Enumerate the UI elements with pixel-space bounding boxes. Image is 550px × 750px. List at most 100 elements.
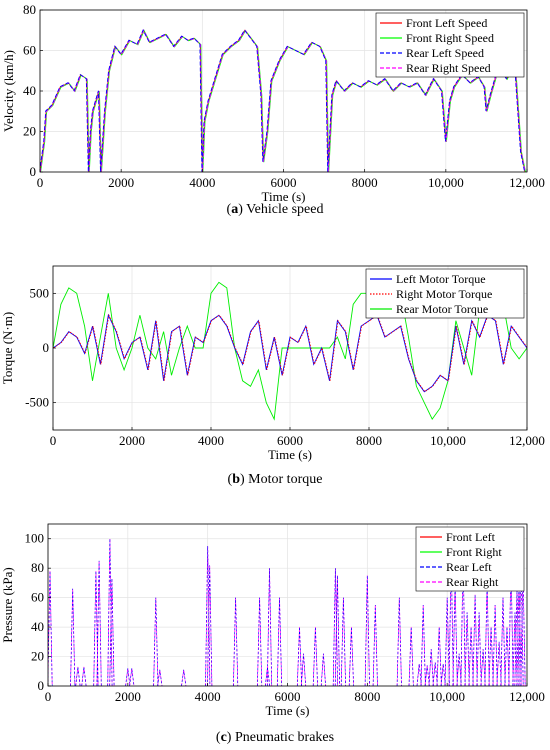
legend-box (375, 12, 525, 78)
pressure-spike (348, 627, 354, 686)
pressure-spike (233, 597, 239, 686)
pressure-spike (428, 649, 434, 686)
y-tick-label: 0 (43, 340, 50, 355)
legend-entry: Front Left (446, 530, 496, 544)
x-tick-label: 4000 (198, 433, 224, 448)
x-tick-label: 10,000 (430, 433, 466, 448)
caption-letter: c (221, 730, 227, 745)
series-line-2 (40, 29, 526, 172)
pressure-spike (396, 597, 402, 686)
x-axis-label: Time (s) (262, 189, 306, 204)
pressure-spike (296, 627, 303, 686)
chart-a: 0 2000 4000 6000 8000 10,000 12,000 0 20 40 60 80 Ti… (1, 2, 545, 217)
y-tick-label: 0 (38, 678, 45, 693)
pressure-spike (480, 649, 486, 686)
panel-caption: (a) Vehicle speed (227, 202, 324, 217)
plot-area (53, 281, 527, 421)
y-tick-label: 500 (30, 285, 50, 300)
y-tick-label: -500 (25, 395, 49, 410)
pressure-spike (436, 627, 442, 686)
pressure-spike (257, 597, 263, 686)
y-axis-label: Velocity (km/h) (1, 50, 16, 132)
x-tick-label: 8000 (356, 433, 382, 448)
x-tick-label: 12,000 (509, 433, 545, 448)
legend-entry: Left Motor Torque (396, 272, 486, 286)
x-tick-label: 10,000 (429, 689, 465, 704)
y-tick-label: 60 (31, 590, 44, 605)
x-tick-label: 8000 (354, 689, 380, 704)
pressure-spike (420, 604, 426, 686)
series-line-3 (40, 29, 526, 172)
pressure-spike (408, 627, 414, 686)
pressure-spike (428, 649, 434, 686)
chart-c: 0 2000 4000 6000 8000 10,000 12,000 0 20 40 60 80 10… (0, 523, 545, 745)
pressure-spike (267, 568, 272, 686)
pressure-spike (205, 546, 211, 686)
pressure-spike (96, 560, 102, 686)
chart-b: 0 2000 4000 6000 8000 10,000 12,000 -500 0 500 Tim… (0, 265, 545, 487)
pressure-spike (320, 653, 326, 686)
x-tick-label: 12,000 (509, 689, 545, 704)
x-tick-label: 6000 (275, 689, 301, 704)
pressure-spike (496, 641, 502, 686)
plot-area (40, 29, 526, 172)
pressure-spike (488, 627, 494, 686)
legend-entry: Rear Right (446, 575, 499, 589)
pressure-spike (492, 604, 498, 686)
pressure-spike (48, 571, 53, 686)
legend-entry: Rear Left (446, 560, 492, 574)
pressure-spike (233, 597, 239, 686)
legend-entry: Rear Motor Torque (396, 302, 488, 316)
x-tick-label: 10,000 (428, 175, 464, 190)
panel-caption: (b) Motor torque (228, 472, 323, 487)
x-tick-label: 0 (50, 433, 57, 448)
y-tick-label: 60 (23, 43, 36, 58)
legend-entry: Rear Left Speed (406, 46, 484, 60)
x-tick-label: 2000 (115, 689, 141, 704)
legend-entry: Front Right (446, 545, 502, 559)
x-axis-label: Time (s) (268, 447, 312, 462)
pressure-spike (312, 627, 318, 686)
x-tick-label: 2000 (119, 433, 145, 448)
pressure-spike (301, 653, 306, 686)
pressure-spike (484, 582, 490, 686)
legend-entry: Front Right Speed (406, 31, 494, 45)
caption-letter: b (232, 472, 240, 487)
x-tick-label: 12,000 (509, 175, 545, 190)
x-tick-label: 2000 (108, 175, 134, 190)
pressure-spike (129, 668, 135, 686)
pressure-spike (276, 597, 283, 686)
y-tick-label: 20 (31, 649, 44, 664)
pressure-spike (125, 668, 131, 686)
pressure-spike (332, 568, 338, 686)
legend-box (415, 526, 525, 592)
pressure-spike (75, 666, 81, 686)
pressure-spike (75, 666, 81, 686)
pressure-spike (81, 666, 87, 686)
pressure-spike (181, 669, 187, 686)
pressure-spike (396, 597, 402, 686)
pressure-spike (518, 551, 524, 686)
pressure-spike (205, 546, 211, 686)
pressure-spike (416, 663, 422, 686)
legend-entry: Front Left Speed (406, 16, 487, 30)
pressure-spike (516, 582, 522, 686)
caption-letter: a (231, 202, 238, 217)
pressure-spike (372, 604, 378, 686)
pressure-spike (420, 604, 426, 686)
panel-caption: (c) Pneumatic brakes (216, 730, 334, 745)
pressure-spike (153, 597, 159, 686)
pressure-spike (464, 612, 470, 686)
pressure-spike (70, 588, 76, 686)
y-axis-label: Pressure (kPa) (0, 567, 15, 642)
pressure-spike (424, 665, 430, 686)
x-axis-label: Time (s) (266, 703, 310, 718)
pressure-spike (468, 627, 474, 686)
pressure-spike (452, 582, 458, 686)
pressure-spike (207, 565, 213, 686)
pressure-spike (157, 669, 163, 686)
pressure-spike (372, 604, 378, 686)
